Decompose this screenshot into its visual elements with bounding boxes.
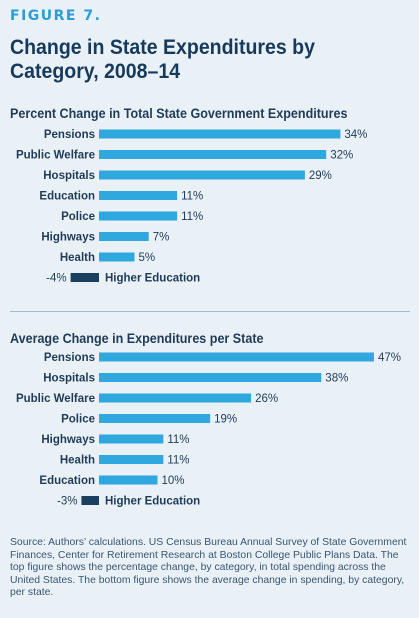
bar-2-5 bbox=[99, 455, 164, 464]
source-note: Source: Authors’ calculations. US Census… bbox=[10, 537, 407, 598]
category-label: Pensions bbox=[44, 129, 95, 141]
bar-1-3 bbox=[99, 191, 178, 200]
bar-2-0 bbox=[99, 352, 374, 362]
category-label: Hospitals bbox=[43, 170, 95, 182]
value-label: 38% bbox=[325, 373, 348, 385]
section-divider bbox=[10, 311, 410, 312]
bar-1-1 bbox=[99, 150, 327, 159]
bar-1-7 bbox=[70, 273, 99, 282]
category-label: Education bbox=[39, 191, 95, 203]
bar-1-4 bbox=[99, 211, 178, 221]
bar-1-5 bbox=[99, 232, 149, 241]
category-label: Education bbox=[39, 475, 95, 487]
category-label: Police bbox=[61, 414, 95, 426]
bar-2-1 bbox=[99, 373, 322, 382]
figure-title: Change in State Expenditures by Category… bbox=[10, 36, 315, 83]
value-label: 11% bbox=[167, 455, 189, 467]
bar-1-0 bbox=[99, 129, 341, 139]
category-label: Health bbox=[60, 252, 95, 264]
value-label: 29% bbox=[309, 170, 332, 182]
category-label: Public Welfare bbox=[16, 150, 95, 162]
chart-1-bar-chart: Pensions 34% Public Welfare 32% Hospitals 29%… bbox=[16, 129, 367, 285]
category-label: Health bbox=[60, 455, 95, 467]
value-label: -3% bbox=[57, 496, 77, 508]
category-label: Pensions bbox=[44, 352, 95, 364]
category-label: Public Welfare bbox=[16, 393, 95, 405]
value-label: 7% bbox=[153, 232, 170, 244]
chart-2-bar-chart: Pensions 47% Hospitals 38% Public Welfare 26%… bbox=[16, 352, 401, 508]
value-label: 34% bbox=[344, 129, 367, 141]
bar-2-7 bbox=[81, 496, 99, 505]
category-label: Highways bbox=[41, 434, 95, 446]
value-label: 5% bbox=[139, 252, 156, 264]
category-label: Hospitals bbox=[43, 373, 95, 385]
bar-2-2 bbox=[99, 393, 252, 403]
bar-1-2 bbox=[99, 170, 305, 180]
value-label: -4% bbox=[46, 273, 66, 285]
value-label: 32% bbox=[330, 150, 353, 162]
value-label: 11% bbox=[181, 211, 203, 223]
value-label: 26% bbox=[255, 393, 278, 405]
category-label: Police bbox=[61, 211, 95, 223]
category-label: Higher Education bbox=[105, 496, 200, 508]
chart-2-title: Average Change in Expenditures per State bbox=[10, 331, 264, 346]
chart-1-title: Percent Change in Total State Government… bbox=[10, 106, 348, 121]
figure-label: FIGURE 7. bbox=[10, 8, 102, 24]
value-label: 11% bbox=[167, 434, 189, 446]
value-label: 10% bbox=[162, 475, 185, 487]
bar-2-4 bbox=[99, 434, 164, 444]
value-label: 11% bbox=[181, 191, 203, 203]
bar-2-3 bbox=[99, 414, 211, 423]
value-label: 19% bbox=[214, 414, 237, 426]
category-label: Higher Education bbox=[105, 273, 200, 285]
bar-2-6 bbox=[99, 475, 158, 485]
value-label: 47% bbox=[378, 352, 401, 364]
category-label: Highways bbox=[41, 232, 95, 244]
bar-1-6 bbox=[99, 252, 135, 262]
